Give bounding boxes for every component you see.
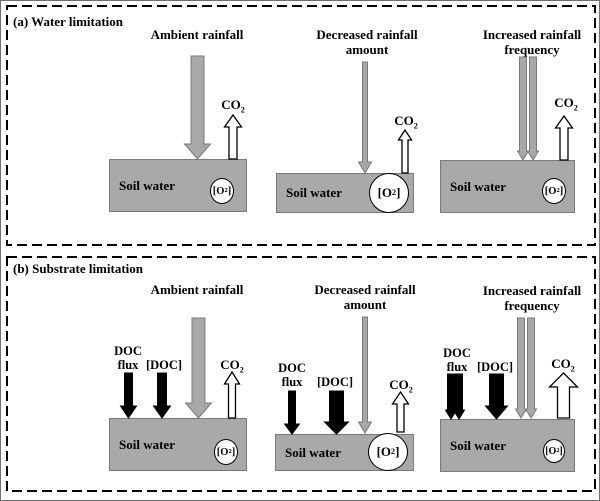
soil-water-box (440, 419, 575, 472)
doc-concentration-arrow (322, 390, 350, 435)
panel-a-title: (a) Water limitation (13, 14, 124, 29)
label-part: ] (227, 185, 232, 197)
rainfall-arrow (526, 56, 540, 161)
label-part: CO (554, 95, 574, 110)
label-part: 2 (573, 103, 578, 113)
doc-concentration-label: [DOC] (476, 360, 514, 374)
label-part: [O (376, 444, 392, 459)
doc-flux-label-line: DOC (278, 361, 306, 375)
rainfall-arrow (182, 55, 212, 160)
scenario-heading-line: amount (343, 297, 387, 312)
co2-arrow (223, 371, 241, 419)
label-part: 2 (239, 365, 244, 375)
o2-circle: [O 2] (369, 173, 409, 213)
label-part: [O (216, 446, 229, 458)
scenario-heading-line: Increased rainfall (482, 283, 582, 298)
label-part: ] (395, 444, 400, 459)
co2-label: CO2 (536, 95, 596, 113)
doc-flux-label: DOC flux (262, 361, 322, 389)
soil-water-label: Soil water (286, 185, 342, 200)
panel-b-title: (b) Substrate limitation (13, 261, 143, 276)
doc-flux-label: DOC flux (98, 344, 158, 372)
scenario-heading-line: frequency (504, 298, 560, 313)
label-part: [O (545, 445, 557, 457)
co2-label: CO2 (202, 357, 262, 375)
doc-flux-label-line: DOC (443, 346, 471, 360)
doc-flux-label: DOC flux (427, 346, 487, 374)
co2-label: CO2 (203, 97, 263, 115)
scenario-heading: Ambient rainfall (87, 27, 307, 42)
scenario-heading-line: amount (345, 42, 389, 57)
doc-concentration-label: [DOC] (145, 358, 183, 372)
co2-arrow (554, 115, 574, 161)
label-part: 2 (408, 385, 413, 395)
label-part: [O (377, 185, 393, 200)
rainfall-arrow (183, 317, 213, 419)
label-part: 2 (240, 105, 245, 115)
doc-concentration-label: [DOC] (316, 375, 354, 389)
label-part: ] (231, 446, 236, 458)
label-part: ] (559, 445, 563, 457)
rainfall-arrow (357, 61, 373, 174)
o2-circle: [O 2] (542, 178, 566, 204)
label-part: [O (544, 185, 557, 197)
doc-flux-arrow (452, 373, 466, 420)
label-part: ] (559, 185, 564, 197)
rainfall-arrow (514, 317, 528, 419)
scenario-heading-line: frequency (504, 42, 560, 57)
co2-arrow (390, 391, 410, 433)
scenario-heading: Decreased rainfall amount (257, 27, 477, 57)
scenario-heading: Decreased rainfall amount (255, 282, 475, 312)
o2-circle: [O 2] (214, 439, 238, 465)
scenario-heading: Increased rainfall frequency (422, 283, 599, 313)
doc-concentration-arrow (483, 373, 509, 420)
doc-flux-label-line: DOC (114, 344, 142, 358)
label-part: CO (389, 377, 409, 392)
label-part: CO (220, 357, 240, 372)
co2-arrow (223, 114, 243, 160)
co2-label: CO2 (371, 377, 431, 395)
label-part: 2 (570, 364, 575, 374)
soil-water-label: Soil water (119, 177, 175, 193)
doc-concentration-arrow (152, 372, 172, 419)
co2-label: CO2 (533, 356, 593, 374)
soil-water-label: Soil water (285, 444, 341, 460)
doc-flux-label-line: flux (446, 359, 468, 374)
doc-flux-arrow (283, 390, 301, 435)
soil-water-label: Soil water (450, 178, 506, 194)
soil-water-label: Soil water (119, 436, 175, 452)
co2-arrow (547, 372, 579, 419)
doc-flux-label-line: flux (281, 374, 303, 389)
soil-water-label: Soil water (450, 437, 506, 453)
co2-label: CO2 (376, 113, 436, 131)
doc-flux-arrow (119, 372, 137, 419)
o2-circle: [O 2] (210, 178, 234, 204)
scenario-heading-line: Decreased rainfall (316, 27, 418, 42)
scenario-heading-line: Ambient rainfall (150, 282, 244, 297)
panel-a-frame (6, 5, 596, 246)
label-part: 2 (413, 121, 418, 131)
rainfall-arrow (524, 317, 538, 419)
label-part: CO (394, 113, 414, 128)
scenario-heading-line: Ambient rainfall (150, 27, 244, 42)
label-part: [O (212, 185, 225, 197)
scenario-heading: Ambient rainfall (87, 282, 307, 297)
o2-circle: [O 2] (368, 433, 408, 471)
o2-circle: [O 2] (543, 439, 565, 463)
co2-arrow (397, 129, 413, 174)
scenario-heading-line: Increased rainfall (482, 27, 582, 42)
scenario-heading-line: Decreased rainfall (314, 282, 416, 297)
panel-b-frame (6, 256, 596, 492)
doc-flux-arrow (444, 373, 458, 420)
label-part: CO (551, 356, 571, 371)
scenario-heading: Increased rainfall frequency (422, 27, 599, 57)
label-part: CO (221, 97, 241, 112)
label-part: ] (396, 185, 401, 200)
rainfall-arrow (516, 56, 530, 161)
doc-flux-label-line: flux (117, 357, 139, 372)
rainfall-arrow (357, 316, 373, 434)
